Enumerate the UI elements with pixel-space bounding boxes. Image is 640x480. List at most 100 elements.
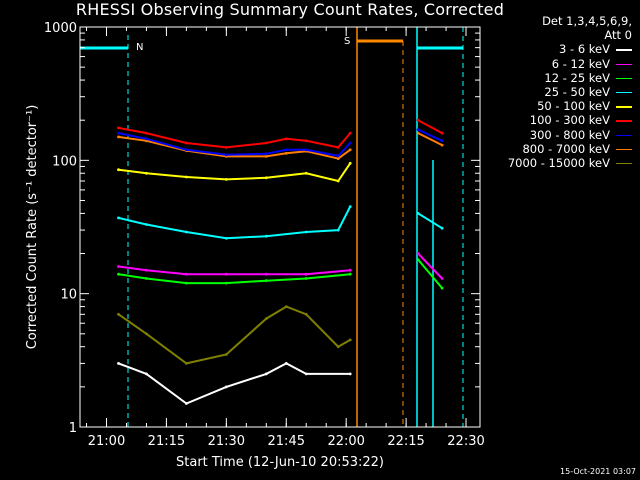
saa-flag: S [344,36,350,47]
series-point [304,230,308,234]
series-point [348,148,352,152]
series-point [185,362,188,365]
series-100-300-kev-line [118,126,351,149]
y-axis-label: Corrected Count Rate (s⁻¹ detector⁻¹) [25,105,40,350]
series-point [117,126,120,130]
legend-entry: 6 - 12 keV [482,57,632,71]
series-point [336,146,340,149]
series-point [145,131,148,135]
series-point [416,118,420,122]
series-point [304,148,308,152]
series-point [304,277,308,280]
series-point [264,317,268,320]
legend-swatch [616,77,632,80]
series-point [185,148,188,152]
series-point [224,146,228,149]
y-tick-label: 10 [60,288,77,303]
series-point [304,372,308,376]
series-point [348,141,352,145]
legend-label: 7000 - 15000 keV [507,155,610,170]
x-tick-label: 21:15 [148,434,185,449]
series-point [145,171,148,175]
legend-entry: 800 - 7000 keV [482,142,632,156]
legend-label: 6 - 12 keV [551,56,610,71]
series-point [284,137,288,141]
series-point [336,154,340,158]
series-point [348,131,352,135]
series-point [185,230,188,234]
legend-swatch [616,134,632,137]
series-point [416,252,420,255]
series-point [264,141,268,145]
legend-label: 12 - 25 keV [544,70,610,85]
x-tick-label: 22:15 [387,434,424,449]
x-tick-label: 21:00 [88,434,125,449]
series-point [336,345,340,349]
series-point [304,139,308,143]
series-point [117,272,120,276]
series-point [416,258,420,261]
x-tick-label: 21:45 [268,434,305,449]
series-point [348,268,352,272]
series-point [416,131,420,135]
series-point [185,281,188,285]
series-point [145,372,148,376]
legend: Det 1,3,4,5,6,9, Att 0 3 - 6 keV 6 - 12 k… [482,14,632,170]
series-point [284,151,288,155]
x-tick-label: 21:30 [208,434,245,449]
y-tick-label: 100 [52,154,77,169]
series-point [117,168,120,172]
series-point [416,212,420,215]
series-point [224,236,228,240]
series-25-50-kev-line [417,212,443,230]
legend-label: 300 - 800 keV [529,127,610,142]
series-point [440,139,444,143]
series-7000-15000-kev-line [117,305,351,365]
series-point [185,402,188,405]
y-tick-label: 1 [69,421,77,436]
series-point [224,385,228,389]
series-3-6-kev-line [118,362,351,405]
series-point [185,141,188,145]
legend-label: 100 - 300 keV [529,113,610,128]
series-point [117,265,120,268]
series-point [224,353,228,356]
series-point [440,286,444,290]
series-point [185,175,188,179]
series-point [145,223,148,226]
series-point [416,128,420,132]
plot-frame [79,26,481,428]
series-point [117,216,120,220]
series-800-7000-kev-line [417,132,443,146]
series-point [145,332,148,336]
series-point [336,157,340,161]
legend-entry: 100 - 300 keV [482,113,632,127]
series-point [264,279,268,283]
series-point [440,226,444,230]
series-point [284,148,288,152]
series-point [224,281,228,285]
legend-label: 25 - 50 keV [544,84,610,99]
legend-swatch [616,63,632,66]
series-300-800-kev-line [417,128,443,142]
series-point [284,362,288,365]
series-point [264,372,268,376]
series-point [336,228,340,232]
series-point [348,338,352,342]
series-point [264,234,268,238]
x-tick-label: 22:00 [327,434,364,449]
series-point [284,305,288,308]
series-point [348,272,352,276]
series-point [145,137,148,141]
legend-swatch [616,148,632,151]
series-point [117,131,120,135]
series-point [304,272,308,276]
series-point [117,312,120,316]
series-point [304,171,308,175]
series-point [264,155,268,158]
series-300-800-kev-line [118,132,351,157]
series-point [336,179,340,183]
timestamp: 15-Oct-2021 03:07 [560,467,636,476]
series-point [348,205,352,209]
